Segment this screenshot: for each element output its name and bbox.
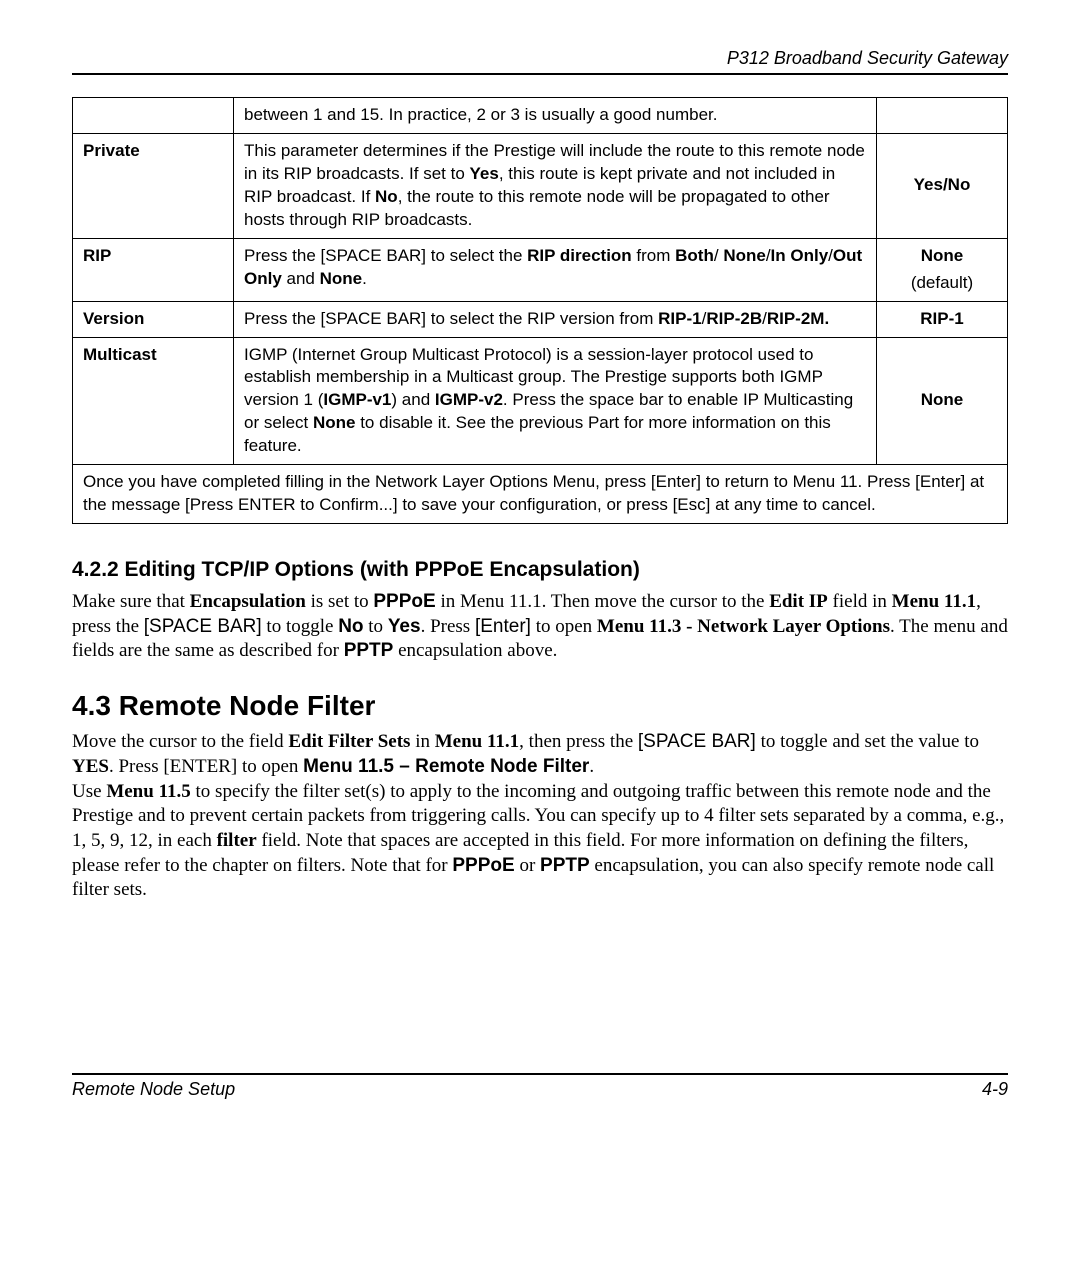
option-main: None	[921, 246, 964, 265]
page-header: P312 Broadband Security Gateway	[72, 48, 1008, 75]
field-cell	[73, 98, 234, 134]
footer-right: 4-9	[982, 1079, 1008, 1100]
table-row: Version Press the [SPACE BAR] to select …	[73, 301, 1008, 337]
table-row: Multicast IGMP (Internet Group Multicast…	[73, 337, 1008, 465]
table-row: between 1 and 15. In practice, 2 or 3 is…	[73, 98, 1008, 134]
table-footer-row: Once you have completed filling in the N…	[73, 465, 1008, 524]
page-footer: Remote Node Setup 4-9	[72, 1073, 1008, 1100]
option-cell: None	[877, 337, 1008, 465]
option-main: None	[921, 390, 964, 409]
section-4-2-2-heading: 4.2.2 Editing TCP/IP Options (with PPPoE…	[72, 558, 1008, 582]
table-row: Private This parameter determines if the…	[73, 133, 1008, 238]
options-table: between 1 and 15. In practice, 2 or 3 is…	[72, 97, 1008, 524]
field-cell: Version	[73, 301, 234, 337]
desc-cell: between 1 and 15. In practice, 2 or 3 is…	[234, 98, 877, 134]
table-footer-cell: Once you have completed filling in the N…	[73, 465, 1008, 524]
option-main: Yes/No	[914, 175, 971, 194]
desc-cell: Press the [SPACE BAR] to select the RIP …	[234, 301, 877, 337]
footer-left: Remote Node Setup	[72, 1079, 235, 1100]
option-cell: RIP-1	[877, 301, 1008, 337]
desc-cell: This parameter determines if the Prestig…	[234, 133, 877, 238]
section-4-3-heading: 4.3 Remote Node Filter	[72, 690, 1008, 722]
table-row: RIP Press the [SPACE BAR] to select the …	[73, 238, 1008, 301]
desc-cell: IGMP (Internet Group Multicast Protocol)…	[234, 337, 877, 465]
option-main: RIP-1	[920, 309, 963, 328]
desc-cell: Press the [SPACE BAR] to select the RIP …	[234, 238, 877, 301]
option-sub: (default)	[887, 272, 997, 295]
option-cell: None (default)	[877, 238, 1008, 301]
field-cell: Multicast	[73, 337, 234, 465]
section-4-3-body: Move the cursor to the field Edit Filter…	[72, 730, 1008, 903]
option-cell	[877, 98, 1008, 134]
field-cell: Private	[73, 133, 234, 238]
field-cell: RIP	[73, 238, 234, 301]
option-cell: Yes/No	[877, 133, 1008, 238]
section-4-2-2-body: Make sure that Encapsulation is set to P…	[72, 590, 1008, 664]
